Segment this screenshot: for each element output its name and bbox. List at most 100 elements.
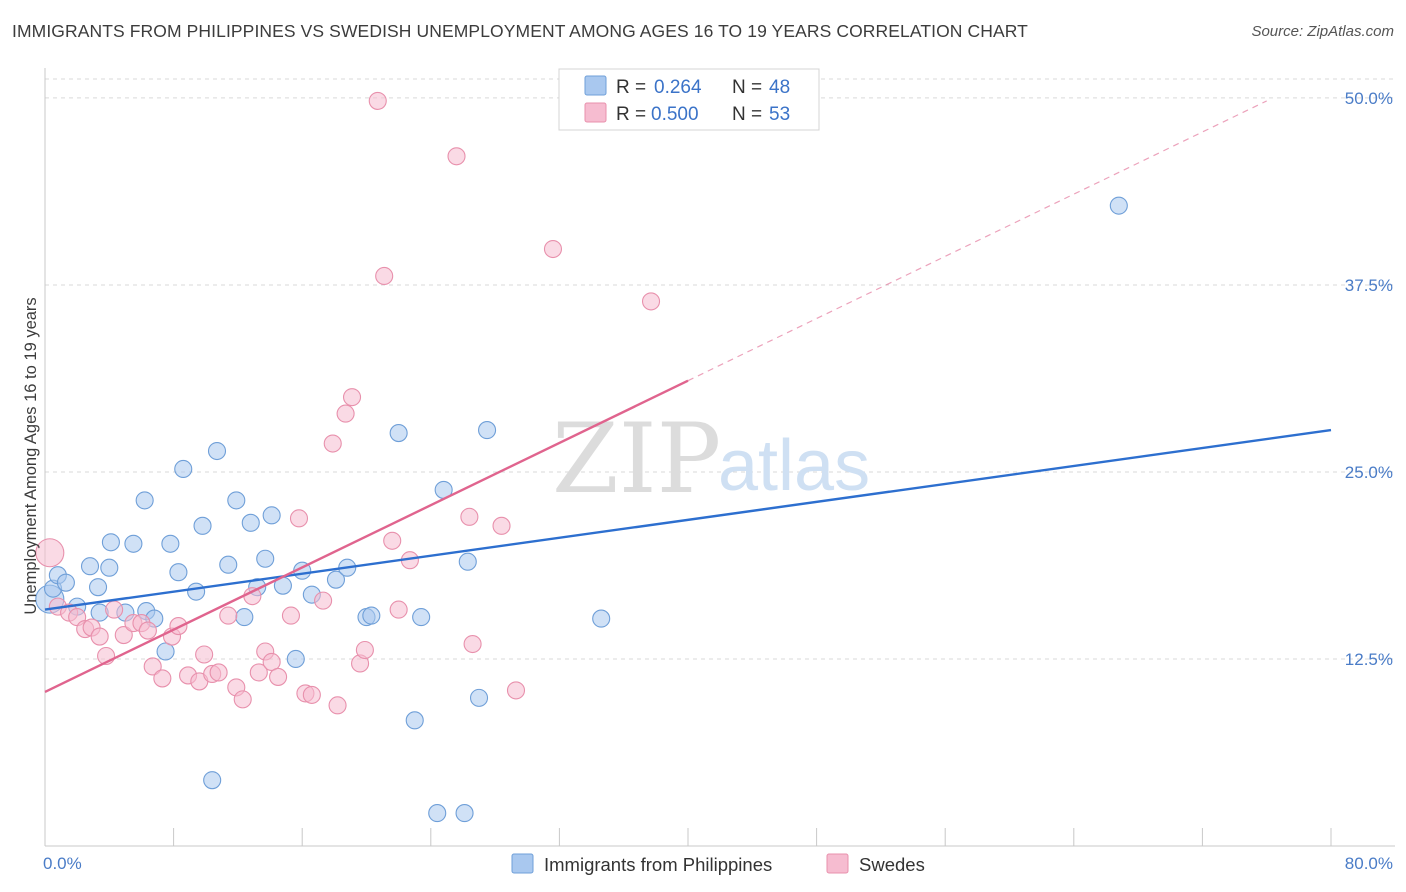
philippines-point-38: [389, 424, 408, 443]
philippines-point-20: [193, 516, 212, 535]
swedes-point-26: [249, 663, 268, 682]
swedes-point-48: [463, 634, 482, 654]
swedes-point-31: [289, 509, 309, 528]
trend-line-philippines: [44, 428, 1332, 611]
swedes-point-29: [269, 667, 288, 686]
philippines-point-5: [80, 557, 100, 576]
x-tick-labels: 0.0% 80.0%: [43, 854, 1393, 873]
swedes-point-0: [35, 538, 65, 568]
philippines-point-24: [227, 491, 246, 510]
swedes-point-42: [375, 266, 394, 286]
swedes-point-44: [389, 600, 408, 619]
y-tick-label-3: 50.0%: [1345, 89, 1393, 108]
philippines-point-8: [100, 558, 119, 577]
source-label: Source: ZipAtlas.com: [1251, 23, 1394, 40]
swedes-point-37: [336, 404, 355, 423]
legend-r-label-1: R =: [616, 77, 646, 98]
series-swedes-points: [35, 91, 661, 715]
y-tick-label-0: 12.5%: [1345, 650, 1393, 669]
philippines-point-48: [1109, 196, 1128, 215]
philippines-point-23: [219, 555, 238, 574]
philippines-point-34: [326, 570, 346, 589]
swedes-point-41: [368, 91, 387, 110]
swedes-point-6: [90, 627, 109, 646]
swedes-point-51: [543, 239, 563, 259]
legend-swatch-blue: [584, 75, 607, 96]
bottom-legend-label-swedes: Swedes: [859, 854, 925, 875]
swedes-point-38: [342, 388, 362, 407]
philippines-point-9: [101, 533, 120, 552]
philippines-point-25: [235, 608, 254, 627]
philippines-point-22: [207, 441, 227, 461]
philippines-point-26: [241, 513, 260, 532]
watermark-zip: ZIP: [552, 403, 721, 515]
bottom-legend-swatch-swedes: [826, 853, 849, 874]
swedes-point-47: [460, 507, 479, 526]
swedes-point-50: [506, 681, 526, 700]
swedes-point-19: [195, 645, 214, 664]
philippines-point-43: [455, 804, 474, 823]
philippines-point-45: [469, 688, 489, 707]
philippines-point-19: [187, 582, 206, 601]
swedes-point-21: [209, 663, 228, 682]
swedes-point-12: [138, 621, 157, 640]
watermark-atlas: atlas: [718, 426, 870, 506]
legend-r-value-2: 0.500: [651, 104, 699, 125]
philippines-point-3: [56, 573, 75, 592]
x-tick-label-1: 80.0%: [1345, 854, 1393, 873]
legend-r-value-1: 0.264: [654, 77, 702, 98]
philippines-point-17: [169, 563, 188, 582]
bottom-legend: Immigrants from Philippines Swedes: [511, 853, 925, 875]
swedes-point-8: [105, 600, 124, 619]
philippines-point-40: [412, 608, 431, 627]
philippines-point-21: [203, 771, 222, 790]
axes: [44, 68, 1395, 847]
y-axis-label: Unemployment Among Ages 16 to 19 years: [22, 297, 40, 614]
swedes-point-52: [641, 292, 661, 311]
swedes-point-30: [281, 606, 300, 625]
legend-box: R = 0.264 N = 48 R = 0.500 N = 53: [558, 68, 820, 131]
legend-n-value-1: 48: [769, 77, 790, 98]
swedes-point-28: [262, 652, 281, 672]
philippines-point-41: [428, 804, 447, 823]
philippines-point-15: [156, 642, 175, 661]
swedes-point-14: [153, 669, 172, 688]
swedes-point-49: [492, 516, 511, 535]
philippines-point-29: [262, 506, 281, 525]
swedes-point-43: [383, 531, 402, 550]
swedes-point-25: [243, 587, 262, 606]
swedes-point-34: [314, 591, 333, 610]
philippines-point-39: [405, 711, 424, 730]
swedes-point-36: [328, 696, 347, 715]
philippines-point-37: [362, 606, 381, 625]
bottom-legend-label-philippines: Immigrants from Philippines: [544, 854, 772, 875]
gridlines: [45, 78, 1395, 660]
trend-line-swedes: [44, 379, 689, 693]
philippines-point-11: [124, 534, 143, 553]
swedes-point-33: [302, 685, 321, 704]
trend-lines: [44, 100, 1332, 693]
swedes-point-22: [219, 606, 238, 625]
y-tick-label-1: 25.0%: [1345, 463, 1393, 482]
legend-r-label-2: R =: [616, 104, 646, 125]
legend-n-label-2: N =: [732, 104, 762, 125]
philippines-point-44: [458, 552, 477, 571]
philippines-point-28: [256, 549, 275, 568]
bottom-legend-swatch-philippines: [511, 853, 534, 874]
philippines-point-31: [286, 649, 305, 669]
trend-line-swedes-extension: [687, 100, 1267, 382]
swedes-point-35: [323, 434, 342, 453]
watermark: ZIP atlas: [552, 403, 870, 515]
swedes-point-9: [114, 625, 133, 645]
chart-title: IMMIGRANTS FROM PHILIPPINES VS SWEDISH U…: [12, 21, 1028, 41]
legend-n-value-2: 53: [769, 104, 790, 125]
philippines-point-16: [161, 534, 180, 553]
legend-swatch-pink: [584, 102, 607, 123]
philippines-point-13: [135, 491, 154, 510]
philippines-point-47: [592, 609, 611, 628]
swedes-point-40: [355, 640, 374, 660]
philippines-point-18: [174, 459, 193, 479]
swedes-point-13: [143, 657, 162, 676]
philippines-point-7: [88, 578, 108, 597]
